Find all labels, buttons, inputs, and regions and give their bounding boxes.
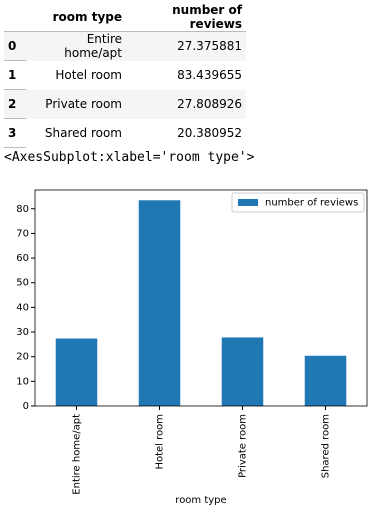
y-tick-label: 80: [16, 204, 29, 215]
bar: [55, 338, 98, 406]
table-cell: Private room: [26, 89, 126, 119]
row-index: 1: [4, 60, 26, 90]
y-tick-label: 30: [16, 327, 29, 338]
x-tick-label: Hotel room: [155, 414, 166, 470]
axes-frame: [34, 189, 368, 407]
row-index: 2: [4, 89, 26, 119]
data-table: room type number of reviews 0 Entire home/a…: [4, 3, 246, 148]
y-tick-label: 70: [16, 228, 29, 239]
x-tick-label: Shared room: [321, 414, 332, 478]
x-axis-label: room type: [175, 495, 226, 506]
table-cell: 83.439655: [177, 68, 242, 82]
y-tick-label: 50: [16, 278, 29, 289]
row-index: 3: [4, 118, 26, 148]
legend-swatch: [238, 199, 258, 206]
table-row: 0 Entire home/apt 27.375881: [4, 31, 246, 61]
index-header: [4, 3, 26, 32]
table-row: 3 Shared room 20.380952: [4, 118, 246, 148]
table-cell: Hotel room: [55, 68, 122, 82]
y-tick-label: 20: [16, 352, 29, 363]
y-tick-label: 10: [16, 376, 29, 387]
table-cell: Shared room: [44, 126, 122, 140]
table-cell: 27.808926: [126, 89, 246, 119]
x-tick-label: Private room: [238, 414, 249, 478]
y-tick-label: 0: [23, 401, 29, 412]
table-row: 1 Hotel room 83.439655: [4, 60, 246, 90]
column-header: number of reviews: [126, 3, 246, 32]
bar: [304, 355, 347, 406]
y-tick-label: 60: [16, 253, 29, 264]
legend-box: [231, 192, 365, 213]
y-tick-label: 40: [16, 302, 29, 313]
x-tick-label: Entire home/apt: [72, 414, 83, 495]
bar: [138, 200, 181, 406]
table-cell: Entire home/apt: [26, 31, 126, 61]
output-text: <AxesSubplot:xlabel='room type'>: [4, 150, 255, 165]
legend-label: number of reviews: [265, 198, 358, 209]
table-cell: 27.375881: [126, 31, 246, 61]
header-row: room type number of reviews: [4, 3, 246, 32]
table-cell: 20.380952: [177, 126, 242, 140]
row-index: 0: [4, 31, 26, 61]
bar: [221, 337, 264, 406]
column-header: room type: [26, 3, 126, 32]
table-row: 2 Private room 27.808926: [4, 89, 246, 119]
